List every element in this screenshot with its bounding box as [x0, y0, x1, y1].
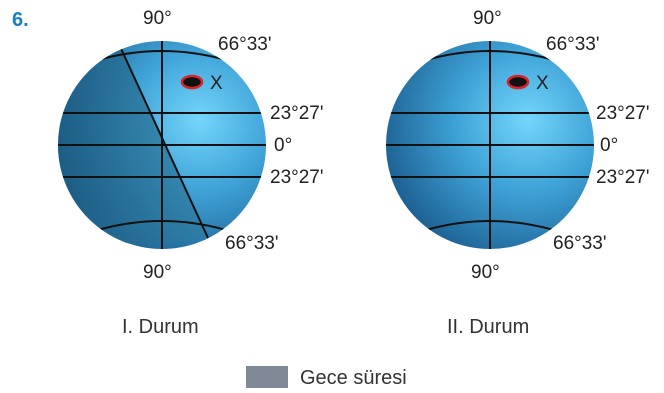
- legend-swatch: [246, 366, 288, 388]
- legend: Gece süresi: [246, 366, 407, 389]
- globe-2-point-x-marker: [506, 74, 530, 90]
- question-number: 6.: [12, 9, 29, 31]
- globe-2-label-north-pole: 90°: [473, 8, 502, 29]
- globe-1-label-north-pole: 90°: [143, 8, 172, 29]
- globe-2-label-tropic-north: 23°27': [596, 103, 650, 124]
- globe-2-label-arctic-circle: 66°33': [546, 34, 600, 55]
- globe-1: X: [58, 41, 266, 249]
- globe-1-label-arctic-circle: 66°33': [218, 34, 272, 55]
- globe-1-label-tropic-south: 23°27': [270, 167, 324, 188]
- globe-2-label-tropic-south: 23°27': [596, 167, 650, 188]
- globe-1-point-x-marker: [180, 74, 204, 90]
- globe-2: X: [386, 41, 594, 249]
- globe-1-label-antarctic-circle: 66°33': [225, 233, 279, 254]
- globe-1-point-x-label: X: [210, 73, 223, 94]
- globe-1-label-south-pole: 90°: [143, 262, 172, 283]
- legend-label: Gece süresi: [300, 367, 407, 389]
- globe-2-label-south-pole: 90°: [471, 262, 500, 283]
- globe-1-terminator-line: [117, 41, 209, 239]
- globe-2-caption: II. Durum: [447, 316, 529, 338]
- globe-2-point-x-label: X: [536, 73, 549, 94]
- globe-2-label-equator: 0°: [600, 135, 618, 156]
- globe-1-label-tropic-north: 23°27': [270, 103, 324, 124]
- globe-1-label-equator: 0°: [274, 135, 292, 156]
- globe-2-label-antarctic-circle: 66°33': [553, 233, 607, 254]
- globe-1-caption: I. Durum: [122, 316, 199, 338]
